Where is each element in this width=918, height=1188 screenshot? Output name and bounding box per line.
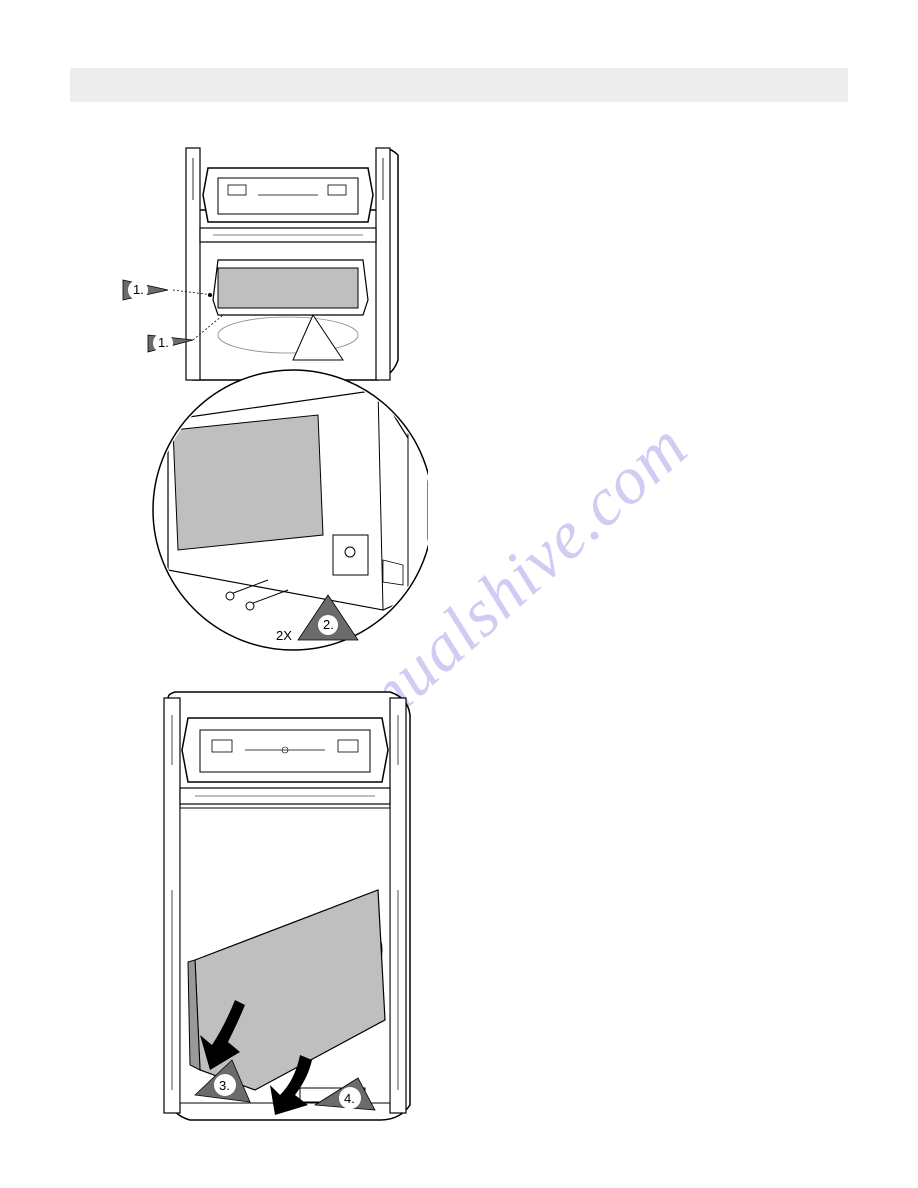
figure-bottom: 3. 4. <box>140 690 430 1130</box>
header-bar <box>70 68 848 102</box>
callout-4-label: 4. <box>344 1091 355 1106</box>
callout-3-label: 3. <box>219 1078 230 1093</box>
callout-1b-label: 1. <box>158 335 169 350</box>
callout-2-label: 2. <box>323 617 334 632</box>
callout-1a-label: 1. <box>133 282 144 297</box>
multiplier-label: 2X <box>276 628 292 643</box>
figure-top: 1. 1. <box>118 140 428 670</box>
